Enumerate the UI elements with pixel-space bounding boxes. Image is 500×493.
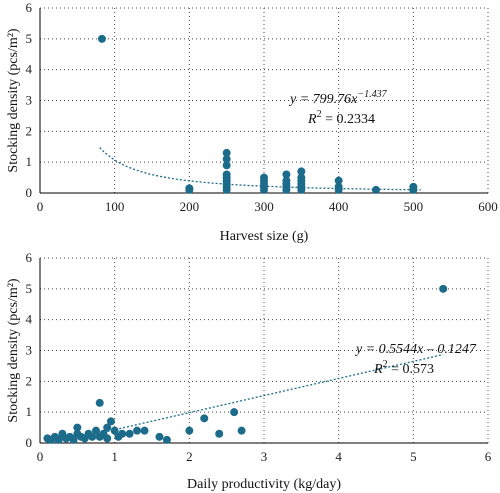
y-tick-label: 1 xyxy=(26,154,33,169)
x-tick-label: 300 xyxy=(254,199,274,214)
data-point xyxy=(297,185,306,194)
data-point xyxy=(439,284,448,293)
x-tick-label: 2 xyxy=(186,449,193,464)
data-point xyxy=(95,398,104,407)
data-point xyxy=(222,161,231,170)
y-tick-label: 3 xyxy=(26,93,33,108)
data-point xyxy=(297,167,306,176)
data-point xyxy=(106,417,115,426)
y-tick-label: 5 xyxy=(26,31,33,46)
data-point xyxy=(237,426,246,435)
x-tick-label: 6 xyxy=(485,449,492,464)
data-point xyxy=(334,185,343,194)
data-point xyxy=(125,429,134,438)
data-point xyxy=(103,434,112,443)
data-point xyxy=(185,185,194,194)
data-point xyxy=(73,423,82,432)
x-tick-label: 5 xyxy=(410,449,417,464)
x-tick-label: 100 xyxy=(105,199,125,214)
data-point xyxy=(88,432,97,441)
data-point xyxy=(54,435,63,444)
y-tick-label: 4 xyxy=(26,312,33,327)
data-point xyxy=(118,429,127,438)
chart-1: 0 100 200 300 400 500 600 0 1 2 3 4 5 6 Harvest size (… xyxy=(6,0,498,244)
trendline xyxy=(99,353,444,434)
r-squared: R2 = 0.2334 xyxy=(307,109,375,127)
y-tick-label: 2 xyxy=(26,123,33,138)
y-tick-label: 6 xyxy=(26,0,33,15)
data-point xyxy=(200,414,209,423)
data-point xyxy=(133,426,142,435)
x-tick-label: 4 xyxy=(335,449,342,464)
data-point xyxy=(282,185,291,194)
trend-equation: y = 0.5544x – 0.1247 xyxy=(354,342,477,357)
y-tick-label: 4 xyxy=(26,62,33,77)
data-point xyxy=(334,176,343,185)
x-tick-label: 600 xyxy=(478,199,498,214)
data-point xyxy=(372,185,380,194)
x-tick-label: 3 xyxy=(261,449,268,464)
data-point xyxy=(103,423,112,432)
y-tick-label: 3 xyxy=(26,343,33,358)
data-point xyxy=(140,426,149,435)
data-point xyxy=(69,435,78,444)
x-tick-label: 0 xyxy=(37,199,44,214)
x-axis-label: Daily productivity (kg/day) xyxy=(187,477,341,492)
trend-equation: y = 799.76x−1.437 xyxy=(288,89,388,107)
x-axis-label: Harvest size (g) xyxy=(220,229,309,244)
x-tick-label: 0 xyxy=(37,449,44,464)
data-point xyxy=(97,34,106,43)
y-tick-label: 6 xyxy=(26,250,33,265)
x-tick-label: 200 xyxy=(180,199,200,214)
data-point xyxy=(282,170,291,179)
data-point xyxy=(409,185,418,194)
x-tick-label: 400 xyxy=(329,199,349,214)
r-squared: R2 = 0.573 xyxy=(373,359,434,377)
y-tick-label: 2 xyxy=(26,373,33,388)
data-point xyxy=(110,426,119,435)
y-axis-label: Stocking density (pcs/m²) xyxy=(6,278,21,423)
y-tick-label: 0 xyxy=(26,435,33,450)
data-point xyxy=(222,185,231,194)
y-tick-label: 0 xyxy=(26,185,33,200)
y-tick-label: 1 xyxy=(26,404,33,419)
x-tick-label: 500 xyxy=(404,199,424,214)
chart-2: 0 1 2 3 4 5 6 0 1 2 3 4 5 6 Daily productivity (kg/day… xyxy=(6,250,492,492)
data-point xyxy=(230,408,239,417)
data-point xyxy=(222,148,231,157)
x-tick-label: 1 xyxy=(111,449,118,464)
data-point xyxy=(155,432,164,441)
data-point xyxy=(185,426,194,435)
data-point xyxy=(162,435,171,444)
y-tick-label: 5 xyxy=(26,281,33,296)
data-point xyxy=(222,155,231,164)
data-point xyxy=(92,426,100,435)
data-point xyxy=(215,429,224,438)
data-point xyxy=(260,185,268,194)
y-axis-label: Stocking density (pcs/m²) xyxy=(6,28,21,173)
